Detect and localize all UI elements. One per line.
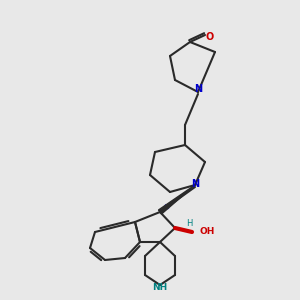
Text: H: H [186, 218, 192, 227]
Text: O: O [206, 32, 214, 42]
Text: OH: OH [200, 227, 215, 236]
Polygon shape [158, 185, 195, 214]
Text: N: N [191, 179, 199, 189]
Text: N: N [194, 84, 202, 94]
Text: NH: NH [152, 284, 168, 292]
